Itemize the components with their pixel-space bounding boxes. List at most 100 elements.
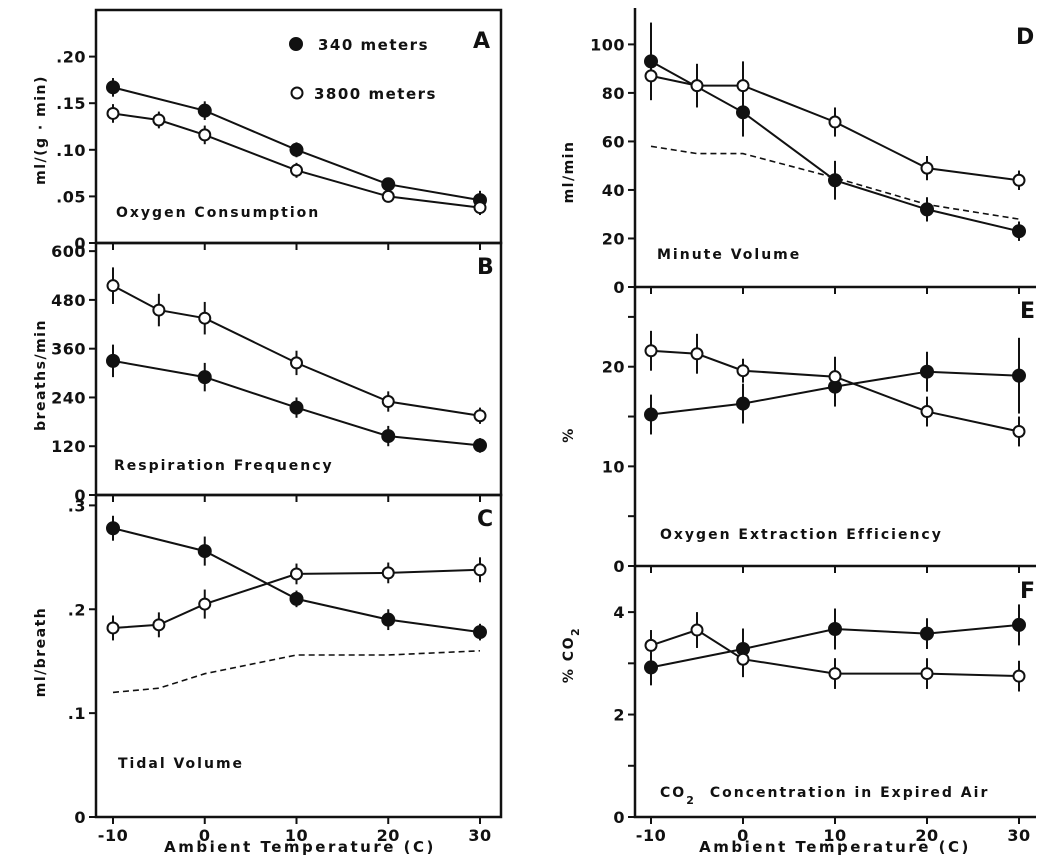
panel-a-point-open (152, 113, 166, 127)
panel-b-ylabel: breaths/min (33, 319, 49, 431)
panel-d-dashed-line (650, 145, 1020, 220)
panel-f-point-open (690, 623, 704, 637)
panel-f-ylabel: % CO2 (561, 627, 582, 683)
panel-c-xtick-label: 20 (377, 826, 400, 845)
panel-c-point-open (198, 597, 212, 611)
panel-d-point-filled (1012, 224, 1026, 239)
panel-c-ylabel: ml/breath (33, 607, 49, 698)
panel-f-title-prefix: CO (660, 785, 686, 801)
panel-e-point-filled (644, 407, 658, 422)
panel-f-point-filled (920, 626, 934, 641)
panel-b-point-filled (197, 370, 212, 385)
panel-a-point-open (106, 106, 120, 120)
panel-d-point-open (828, 115, 842, 129)
panel-c-ytick-label: .3 (68, 496, 86, 515)
panel-d-point-open (736, 79, 750, 93)
panel-e-plot: 0 10 20 (602, 315, 1026, 576)
legend-marker-open (290, 86, 304, 100)
panel-b-point-filled (106, 353, 120, 368)
panel-f-plot: 0 2 4 -10 0 10 20 30 (613, 603, 1030, 845)
panel-a-point-filled (106, 80, 120, 95)
panel-b-point-filled (289, 400, 304, 415)
panel-d-series-340m-line (650, 60, 1020, 233)
panel-e-point-filled (1012, 368, 1026, 383)
panel-f-xtick-label: 10 (823, 826, 846, 845)
panel-c-point-filled (473, 625, 487, 640)
panel-b-ytick-label: 480 (51, 291, 86, 310)
legend-label-3800: 3800 meters (314, 85, 437, 103)
panel-c-xtick-label: 30 (468, 826, 491, 845)
panel-e-point-open (1012, 424, 1026, 438)
panel-e-ytick-label: 10 (602, 457, 625, 476)
panel-d-point-open (690, 79, 704, 93)
legend-marker-filled (289, 37, 303, 51)
panel-b-ytick-label: 240 (51, 388, 86, 407)
panel-c-point-open (106, 621, 120, 635)
panel-e-title: Oxygen Extraction Efficiency (660, 527, 943, 543)
panel-e-ylabel: % (561, 427, 577, 443)
legend: 340 meters 3800 meters (289, 36, 437, 103)
panel-e-point-open (644, 344, 658, 358)
panel-letter-a: A (473, 29, 490, 54)
panel-e-point-filled (736, 396, 750, 411)
panel-f-xtick-label: 0 (737, 826, 749, 845)
panel-d-ytick-label: 0 (613, 278, 625, 297)
panel-b-point-open (106, 279, 120, 293)
panel-c-xtick-label: 0 (199, 826, 211, 845)
panel-f-point-open (736, 652, 750, 666)
panel-c-point-filled (381, 612, 396, 627)
panel-f-point-open (920, 667, 934, 681)
panel-b-point-open (290, 356, 303, 370)
panel-b-ytick-label: 0 (74, 486, 86, 505)
panel-f-point-open (828, 667, 842, 681)
panel-b-ytick-label: 360 (51, 340, 86, 359)
panel-b-ytick-label: 120 (51, 437, 86, 456)
panel-d-point-filled (920, 202, 934, 217)
panel-c-ytick-label: 0 (74, 808, 86, 827)
panel-c-point-open (381, 566, 395, 580)
panel-c-plot: 0 .1 .2 .3 -10 0 10 20 30 (68, 496, 491, 845)
panel-c-ytick-label: .1 (68, 704, 86, 723)
panel-c-xtick-label: 10 (285, 826, 308, 845)
panel-e-point-open (828, 370, 842, 384)
panel-e-point-open (736, 364, 750, 378)
panel-f-point-filled (828, 622, 842, 637)
panel-c-xtick-label: -10 (98, 826, 128, 845)
panel-d-series-3800m-line (650, 74, 1020, 182)
panel-f-xtick-label: 30 (1007, 826, 1030, 845)
panel-d-ytick-label: 80 (602, 84, 625, 103)
panel-f-point-filled (1012, 617, 1026, 632)
panel-f-ytick-label: 0 (613, 808, 625, 827)
panel-a-point-filled (289, 142, 304, 157)
panel-f-title-rest: Concentration in Expired Air (710, 785, 990, 801)
panel-c-point-open (290, 567, 303, 581)
panel-a-series-3800m-line (112, 112, 481, 209)
panel-c-point-filled (289, 591, 304, 606)
right-xlabel: Ambient Temperature (C) (699, 838, 971, 856)
panel-c-point-open (473, 563, 487, 577)
panel-f-ytick-label: 4 (613, 603, 625, 622)
panel-b-plot: 0 120 240 360 480 600 (51, 242, 487, 505)
panel-d-ytick-label: 40 (602, 181, 625, 200)
panel-a-ylabel: ml/(g · min) (33, 75, 49, 185)
panel-b-title: Respiration Frequency (114, 458, 334, 474)
panel-c-dashed-line (112, 650, 481, 694)
panel-a-point-filled (197, 103, 212, 118)
panel-d-ytick-label: 100 (590, 35, 625, 54)
panel-e-point-open (920, 405, 934, 419)
panel-letter-d: D (1016, 25, 1034, 50)
panel-a-title: Oxygen Consumption (116, 205, 320, 221)
panel-a-point-open (381, 189, 395, 203)
panel-a-point-open (290, 163, 303, 177)
panel-f-xtick-label: -10 (636, 826, 666, 845)
panel-d-ytick-label: 20 (602, 229, 625, 248)
panel-a-ytick-label: .20 (56, 48, 86, 67)
panel-f-series-3800m-line (650, 628, 1020, 678)
panel-letter-f: F (1020, 579, 1035, 604)
panel-f-ylabel-main: % CO (561, 636, 577, 683)
panel-f-ylabel-sub: 2 (569, 627, 582, 636)
panel-b-point-open (473, 409, 487, 423)
legend-label-340: 340 meters (318, 36, 429, 54)
